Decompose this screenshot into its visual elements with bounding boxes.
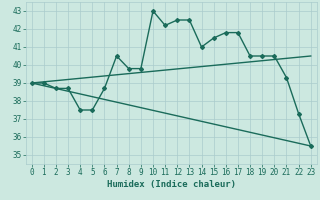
X-axis label: Humidex (Indice chaleur): Humidex (Indice chaleur)	[107, 180, 236, 189]
